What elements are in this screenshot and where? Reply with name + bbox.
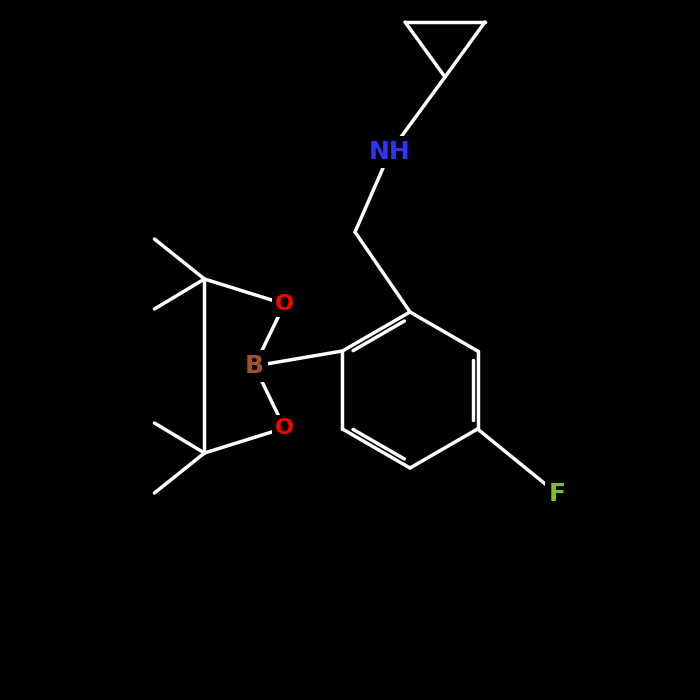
- Text: F: F: [549, 482, 566, 506]
- Text: O: O: [275, 418, 294, 438]
- Text: NH: NH: [369, 140, 411, 164]
- Text: B: B: [245, 354, 264, 378]
- Text: O: O: [275, 294, 294, 314]
